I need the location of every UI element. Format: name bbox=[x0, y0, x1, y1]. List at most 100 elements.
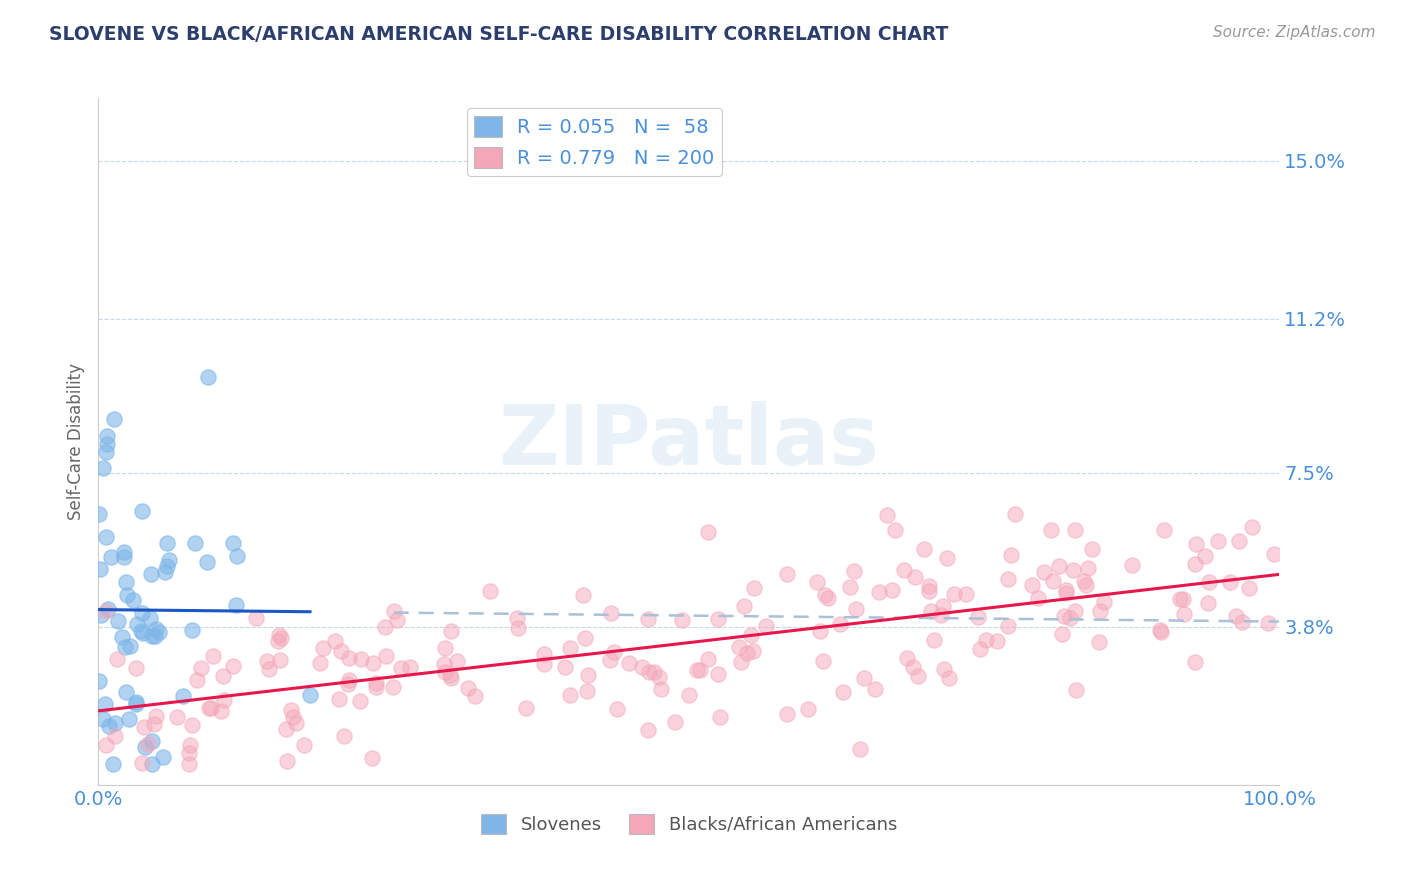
Point bbox=[1257, 616, 1279, 631]
Point bbox=[606, 702, 628, 716]
Point bbox=[118, 713, 141, 727]
Point bbox=[276, 754, 298, 768]
Point bbox=[115, 685, 138, 699]
Point bbox=[118, 639, 141, 653]
Point bbox=[184, 536, 207, 550]
Point bbox=[125, 695, 148, 709]
Point bbox=[1171, 592, 1194, 607]
Point bbox=[114, 549, 136, 564]
Point bbox=[269, 653, 291, 667]
Point bbox=[986, 633, 1008, 648]
Point bbox=[1263, 547, 1285, 561]
Point bbox=[90, 607, 112, 622]
Point bbox=[91, 712, 114, 726]
Point bbox=[399, 660, 422, 674]
Point bbox=[225, 549, 247, 563]
Point bbox=[907, 669, 929, 683]
Point bbox=[134, 739, 156, 754]
Point bbox=[1073, 574, 1095, 588]
Point bbox=[882, 582, 904, 597]
Point bbox=[918, 579, 941, 593]
Point bbox=[292, 738, 315, 752]
Point bbox=[381, 681, 404, 695]
Text: ZIPatlas: ZIPatlas bbox=[499, 401, 879, 482]
Point bbox=[122, 593, 145, 607]
Point bbox=[103, 411, 125, 425]
Point bbox=[245, 611, 267, 625]
Point bbox=[631, 660, 654, 674]
Point bbox=[1088, 635, 1111, 649]
Point bbox=[735, 646, 758, 660]
Point bbox=[145, 622, 167, 636]
Point bbox=[337, 673, 360, 688]
Point bbox=[101, 757, 124, 772]
Point bbox=[974, 632, 997, 647]
Point bbox=[186, 673, 208, 687]
Point bbox=[333, 729, 356, 743]
Point bbox=[1066, 682, 1088, 697]
Point bbox=[96, 530, 118, 544]
Point bbox=[1004, 507, 1026, 521]
Point bbox=[112, 544, 135, 558]
Point bbox=[148, 625, 170, 640]
Point bbox=[845, 602, 868, 616]
Point bbox=[87, 507, 110, 521]
Point bbox=[997, 572, 1019, 586]
Point bbox=[153, 565, 176, 579]
Point bbox=[179, 739, 201, 753]
Point bbox=[918, 583, 941, 598]
Point bbox=[308, 656, 330, 670]
Point bbox=[813, 654, 835, 668]
Point bbox=[1225, 609, 1247, 624]
Point bbox=[1090, 604, 1112, 618]
Point bbox=[832, 685, 855, 699]
Point bbox=[560, 688, 582, 702]
Point bbox=[1173, 607, 1195, 621]
Point bbox=[1184, 557, 1206, 571]
Point bbox=[132, 720, 155, 734]
Point bbox=[1021, 578, 1043, 592]
Point bbox=[574, 631, 596, 645]
Point bbox=[1197, 596, 1219, 610]
Point bbox=[225, 598, 247, 612]
Point bbox=[560, 640, 582, 655]
Point bbox=[1062, 563, 1084, 577]
Point bbox=[554, 660, 576, 674]
Point bbox=[433, 657, 456, 671]
Point bbox=[91, 461, 114, 475]
Point bbox=[111, 630, 134, 644]
Point bbox=[325, 633, 347, 648]
Point bbox=[776, 707, 799, 722]
Point bbox=[578, 667, 600, 681]
Point bbox=[114, 640, 136, 655]
Point bbox=[349, 694, 371, 708]
Point bbox=[457, 681, 479, 696]
Point bbox=[650, 682, 672, 697]
Point bbox=[141, 757, 163, 772]
Y-axis label: Self-Care Disability: Self-Care Disability bbox=[66, 363, 84, 520]
Point bbox=[740, 627, 762, 641]
Point bbox=[1052, 627, 1074, 641]
Point bbox=[479, 583, 502, 598]
Point bbox=[330, 644, 353, 658]
Point bbox=[105, 652, 128, 666]
Point bbox=[280, 703, 302, 717]
Point bbox=[709, 710, 731, 724]
Point bbox=[893, 563, 915, 577]
Point bbox=[464, 689, 486, 703]
Point bbox=[298, 688, 321, 702]
Point bbox=[868, 585, 890, 599]
Point bbox=[440, 624, 463, 639]
Point bbox=[742, 581, 765, 595]
Point bbox=[600, 606, 623, 620]
Legend: Slovenes, Blacks/African Americans: Slovenes, Blacks/African Americans bbox=[474, 807, 904, 841]
Point bbox=[1121, 558, 1143, 572]
Point bbox=[828, 616, 851, 631]
Point bbox=[131, 626, 153, 640]
Point bbox=[942, 587, 965, 601]
Point bbox=[364, 681, 387, 695]
Point bbox=[637, 723, 659, 738]
Point bbox=[115, 588, 138, 602]
Point bbox=[349, 652, 371, 666]
Text: Source: ZipAtlas.com: Source: ZipAtlas.com bbox=[1212, 25, 1375, 40]
